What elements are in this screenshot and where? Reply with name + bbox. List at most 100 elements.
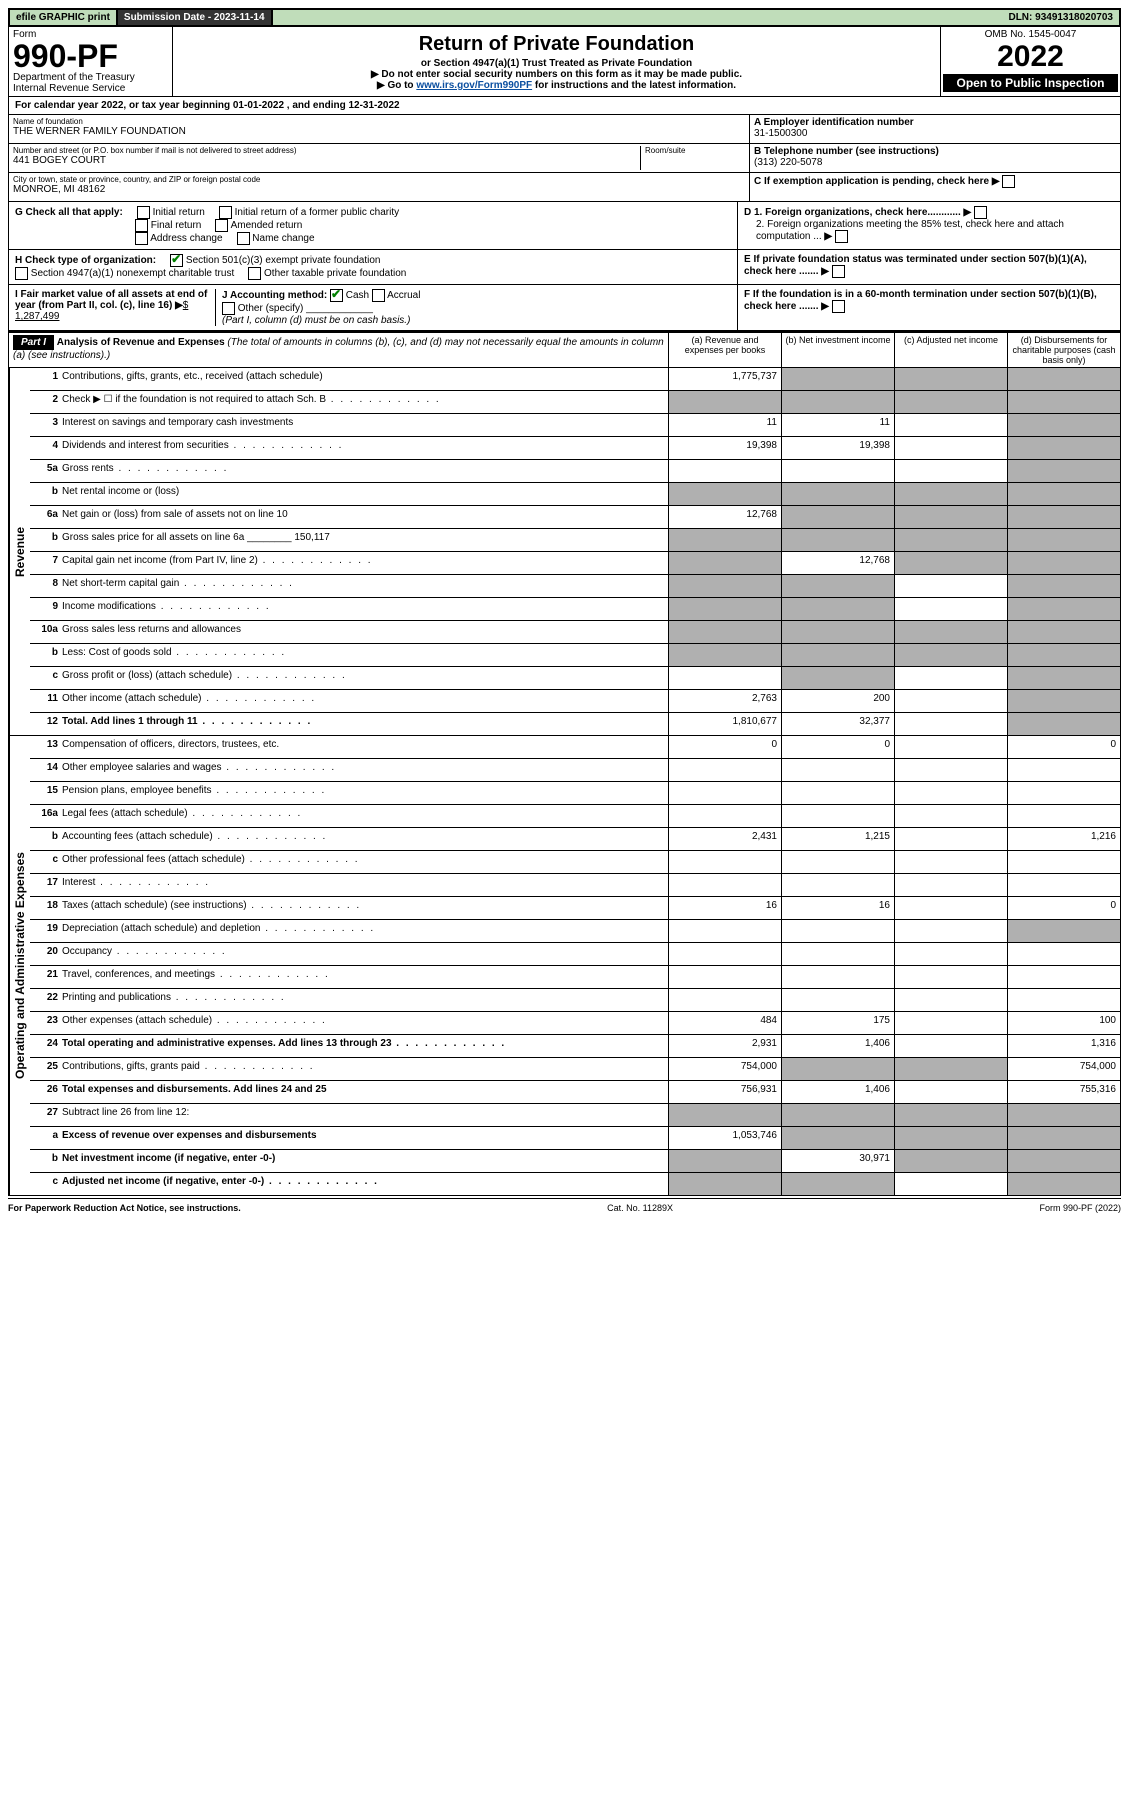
cell-b: [781, 621, 894, 643]
row-number: 22: [30, 989, 62, 1011]
cell-c: [894, 414, 1007, 436]
chk-501c3[interactable]: [170, 254, 183, 267]
footer-mid: Cat. No. 11289X: [607, 1203, 673, 1213]
chk-other-taxable[interactable]: [248, 267, 261, 280]
table-row: 7Capital gain net income (from Part IV, …: [30, 552, 1120, 575]
phone-value: (313) 220-5078: [754, 157, 1116, 168]
cell-b: [781, 483, 894, 505]
chk-name-change[interactable]: [237, 232, 250, 245]
row-number: 3: [30, 414, 62, 436]
cell-d: [1007, 966, 1120, 988]
row-label: Compensation of officers, directors, tru…: [62, 736, 668, 758]
row-label: Occupancy: [62, 943, 668, 965]
chk-d2[interactable]: [835, 230, 848, 243]
row-label: Interest: [62, 874, 668, 896]
table-row: cGross profit or (loss) (attach schedule…: [30, 667, 1120, 690]
cell-c: [894, 437, 1007, 459]
cell-b: 12,768: [781, 552, 894, 574]
cell-c: [894, 483, 1007, 505]
chk-other-method[interactable]: [222, 302, 235, 315]
chk-accrual[interactable]: [372, 289, 385, 302]
footer-left: For Paperwork Reduction Act Notice, see …: [8, 1203, 241, 1213]
chk-d1[interactable]: [974, 206, 987, 219]
chk-initial-return[interactable]: [137, 206, 150, 219]
col-a-header: (a) Revenue and expenses per books: [668, 333, 781, 367]
c-label: C If exemption application is pending, c…: [754, 176, 989, 187]
entity-info-block: Name of foundation THE WERNER FAMILY FOU…: [8, 115, 1121, 202]
name-label: Name of foundation: [13, 117, 745, 126]
cell-b: [781, 529, 894, 551]
row-label: Other expenses (attach schedule): [62, 1012, 668, 1034]
cell-b: 1,215: [781, 828, 894, 850]
cell-c: [894, 1058, 1007, 1080]
cell-a: 12,768: [668, 506, 781, 528]
cell-c: [894, 1127, 1007, 1149]
form-header: Form 990-PF Department of the Treasury I…: [8, 27, 1121, 97]
table-row: bLess: Cost of goods sold: [30, 644, 1120, 667]
cell-c: [894, 1035, 1007, 1057]
chk-f[interactable]: [832, 300, 845, 313]
row-label: Depreciation (attach schedule) and deple…: [62, 920, 668, 942]
table-row: 5aGross rents: [30, 460, 1120, 483]
cell-b: [781, 1173, 894, 1195]
chk-cash[interactable]: [330, 289, 343, 302]
cell-a: [668, 943, 781, 965]
foundation-name: THE WERNER FAMILY FOUNDATION: [13, 126, 745, 137]
cell-a: [668, 874, 781, 896]
row-label: Gross sales price for all assets on line…: [62, 529, 668, 551]
row-number: a: [30, 1127, 62, 1149]
row-number: 6a: [30, 506, 62, 528]
row-number: 4: [30, 437, 62, 459]
table-row: 26Total expenses and disbursements. Add …: [30, 1081, 1120, 1104]
row-label: Interest on savings and temporary cash i…: [62, 414, 668, 436]
cell-b: 200: [781, 690, 894, 712]
table-row: 21Travel, conferences, and meetings: [30, 966, 1120, 989]
row-number: 2: [30, 391, 62, 413]
cell-a: 1,810,677: [668, 713, 781, 735]
cell-c: [894, 621, 1007, 643]
chk-address-change[interactable]: [135, 232, 148, 245]
cell-d: [1007, 690, 1120, 712]
phone-label: B Telephone number (see instructions): [754, 146, 1116, 157]
cell-b: 32,377: [781, 713, 894, 735]
omb-no: OMB No. 1545-0047: [943, 29, 1118, 40]
d1-label: D 1. Foreign organizations, check here..…: [744, 207, 961, 218]
row-number: 7: [30, 552, 62, 574]
cell-d: [1007, 621, 1120, 643]
row-label: Gross rents: [62, 460, 668, 482]
row-number: c: [30, 1173, 62, 1195]
cell-b: [781, 391, 894, 413]
open-public-label: Open to Public Inspection: [943, 74, 1118, 92]
cell-a: [668, 621, 781, 643]
chk-e[interactable]: [832, 265, 845, 278]
chk-amended[interactable]: [215, 219, 228, 232]
row-label: Other income (attach schedule): [62, 690, 668, 712]
city-state-zip: MONROE, MI 48162: [13, 184, 745, 195]
row-number: 10a: [30, 621, 62, 643]
table-row: 13Compensation of officers, directors, t…: [30, 736, 1120, 759]
row-number: 11: [30, 690, 62, 712]
cell-d: [1007, 713, 1120, 735]
row-label: Less: Cost of goods sold: [62, 644, 668, 666]
row-label: Adjusted net income (if negative, enter …: [62, 1173, 668, 1195]
table-row: bNet investment income (if negative, ent…: [30, 1150, 1120, 1173]
row-number: 24: [30, 1035, 62, 1057]
g-d-block: G Check all that apply: Initial return I…: [8, 202, 1121, 250]
row-label: Capital gain net income (from Part IV, l…: [62, 552, 668, 574]
cell-b: [781, 966, 894, 988]
cell-a: 2,431: [668, 828, 781, 850]
table-row: 4Dividends and interest from securities1…: [30, 437, 1120, 460]
row-number: 14: [30, 759, 62, 781]
chk-initial-former[interactable]: [219, 206, 232, 219]
cell-b: 30,971: [781, 1150, 894, 1172]
chk-final-return[interactable]: [135, 219, 148, 232]
row-number: b: [30, 529, 62, 551]
cell-d: [1007, 805, 1120, 827]
revenue-side-label: Revenue: [9, 368, 30, 735]
irs-url-link[interactable]: www.irs.gov/Form990PF: [416, 80, 532, 91]
cell-b: [781, 943, 894, 965]
c-checkbox[interactable]: [1002, 175, 1015, 188]
table-row: 12Total. Add lines 1 through 111,810,677…: [30, 713, 1120, 735]
chk-4947[interactable]: [15, 267, 28, 280]
row-label: Contributions, gifts, grants, etc., rece…: [62, 368, 668, 390]
